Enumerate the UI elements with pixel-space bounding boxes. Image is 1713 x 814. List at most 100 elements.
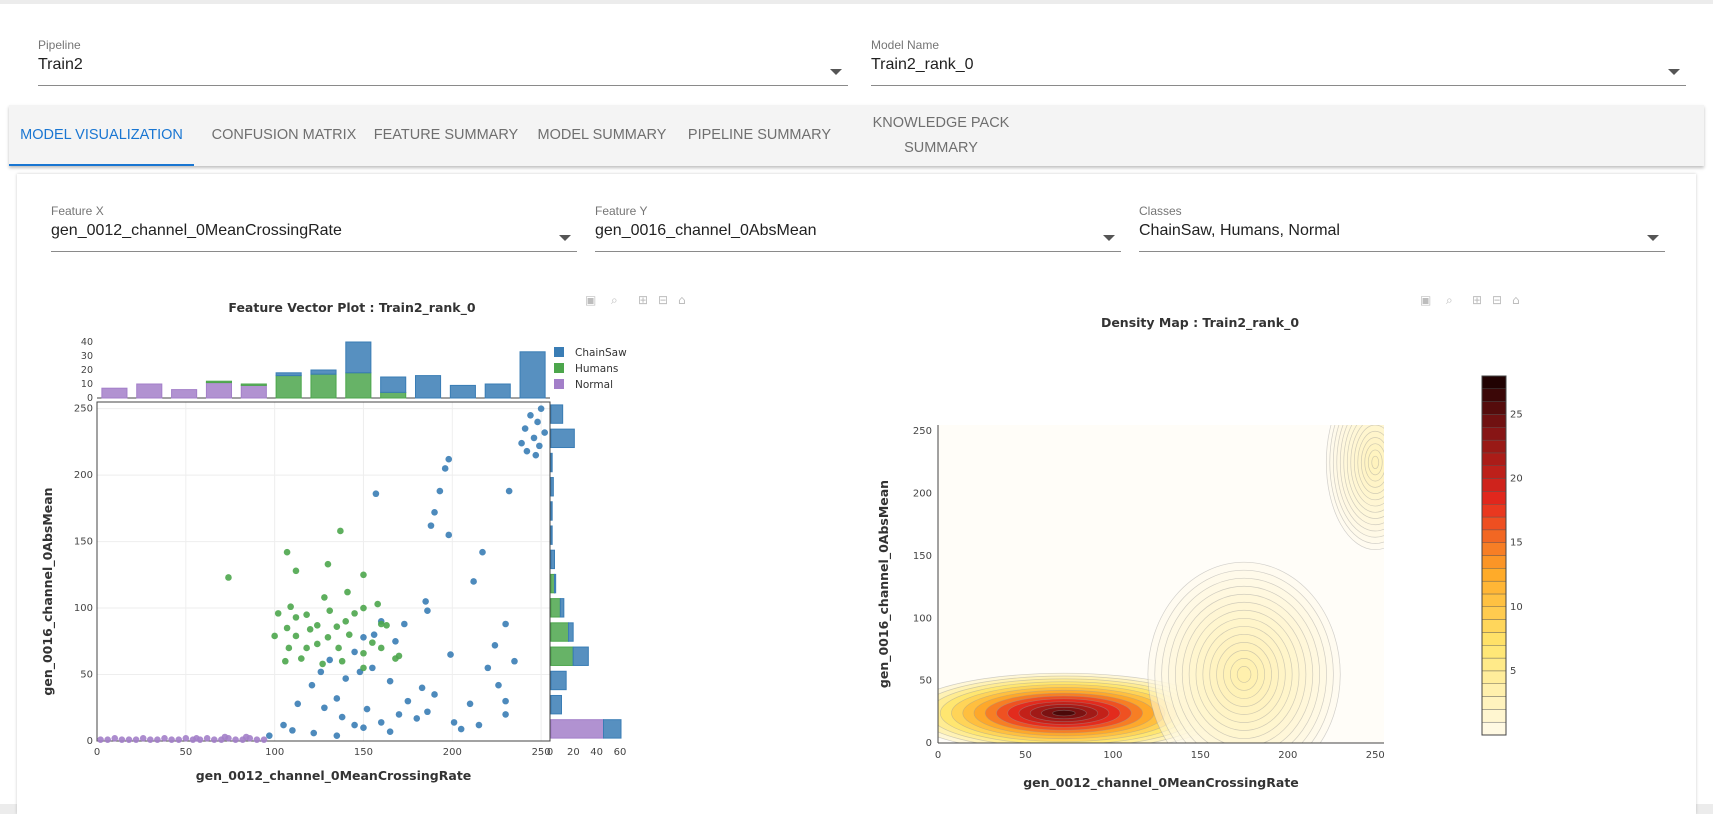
colorbar-step [1481,439,1507,454]
x-tick-label: 250 [532,747,551,758]
data-point [333,732,341,739]
data-point [297,655,305,662]
data-point [363,705,371,713]
x-tick-label: 100 [1103,750,1122,761]
hist-bar [171,389,198,399]
data-point [154,736,161,743]
x-tick-label: 200 [1278,750,1297,761]
y-tick-label: 200 [913,489,932,500]
zoom-in-icon[interactable]: ⊞ [1472,293,1482,307]
hist-bar [345,341,372,374]
chevron-down-icon[interactable] [830,69,842,75]
data-point [285,644,293,652]
data-point [274,610,282,617]
hist-bar [550,428,575,449]
tab-model-summary[interactable]: MODEL SUMMARY [527,105,677,166]
hist-bar [550,549,555,570]
pipeline-select[interactable]: Pipeline Train2 [38,38,848,86]
colorbar-step [1481,427,1507,441]
density-map-plot[interactable]: ▣ ⌕ ⊞ ⊟ ⌂Density Map : Train2_rank_00 50 100 15… [800,4,1580,804]
data-point [395,711,403,718]
data-point [342,618,350,625]
x-tick-label: 100 [265,747,284,758]
hist-tick-label: 40 [590,747,603,758]
select-underline [38,85,848,86]
tab-confusion-matrix[interactable]: CONFUSION MATRIX [194,105,374,166]
data-point [377,620,385,628]
data-point [360,571,367,579]
camera-icon[interactable]: ▣ [585,293,596,307]
tab-label: FEATURE SUMMARY [373,127,519,143]
select-underline [1139,251,1665,252]
density-layer [938,425,1384,743]
data-point [351,648,358,656]
feature-vector-plot[interactable]: ▣ ⌕ ⊞ ⊟ ⌂ Feature Vector Plot : Train2_rank_0… [0,4,760,804]
data-point [313,622,321,629]
data-point [369,639,376,646]
hist-bar [554,573,557,594]
hist-bar [380,391,407,399]
legend-swatch [554,379,564,389]
hist-bar [550,525,553,545]
hist-bar [550,573,555,594]
legend-entry: Normal [575,379,613,391]
hist-bar [345,372,372,399]
data-point [321,704,328,712]
data-point [457,725,465,733]
hist-bar [550,477,554,497]
zoom-icon[interactable]: ⌕ [1446,293,1453,307]
model-name-select[interactable]: Model Name Train2_rank_0 [871,38,1686,86]
plot-frame [96,401,551,742]
home-icon[interactable]: ⌂ [1512,293,1520,307]
x-tick-label: 200 [443,747,462,758]
colorbar-step [1481,580,1507,595]
colorbar-step [1481,452,1507,466]
data-point [146,736,154,743]
data-point [203,735,211,742]
hist-bar [550,501,553,521]
zoom-out-icon[interactable]: ⊟ [1492,293,1502,307]
data-point [427,522,435,529]
data-point [370,631,378,638]
pipeline-value: Train2 [38,56,83,73]
home-icon[interactable]: ⌂ [678,293,686,307]
colorbar-step [1481,491,1507,505]
data-point [280,721,287,729]
zoom-out-icon[interactable]: ⊟ [658,293,668,307]
tab-model-visualization[interactable]: MODEL VISUALIZATION [9,105,194,166]
data-point [168,736,175,743]
data-point [431,691,438,698]
colorbar-step [1481,516,1507,531]
zoom-icon[interactable]: ⌕ [611,293,618,307]
classes-select[interactable]: Classes ChainSaw, Humans, Normal [1139,204,1665,252]
zoom-in-icon[interactable]: ⊞ [638,293,648,307]
chevron-down-icon[interactable] [559,235,571,241]
chevron-down-icon[interactable] [1668,69,1680,75]
data-point [303,644,310,652]
chevron-down-icon[interactable] [1647,235,1659,241]
hist-bar [449,384,476,399]
data-point [210,736,218,743]
data-point [111,735,119,742]
data-point [505,487,513,495]
y-tick-label: 50 [919,676,932,687]
data-point [422,598,429,605]
feature-y-select[interactable]: Feature Y gen_0016_channel_0AbsMean [595,204,1121,252]
colorbar-step [1481,683,1507,697]
feature-x-select[interactable]: Feature X gen_0012_channel_0MeanCrossing… [51,204,577,252]
tab-knowledge-pack-summary[interactable]: KNOWLEDGE PACK SUMMARY [861,105,1021,166]
hist-bar [550,670,567,691]
contour [1236,666,1252,683]
colorbar-step [1481,401,1507,415]
data-point [360,724,367,732]
y-axis-label: gen_0016_channel_0AbsMean [40,487,56,695]
data-point [225,574,232,581]
tab-feature-summary[interactable]: FEATURE SUMMARY [365,105,527,166]
camera-icon[interactable]: ▣ [1420,293,1431,307]
tab-label: KNOWLEDGE PACK SUMMARY [872,114,1010,156]
hist-tick-label: 0 [547,747,553,758]
data-point [182,735,190,742]
tab-pipeline-summary[interactable]: PIPELINE SUMMARY [677,105,842,166]
data-point [521,425,529,432]
chevron-down-icon[interactable] [1103,235,1115,241]
